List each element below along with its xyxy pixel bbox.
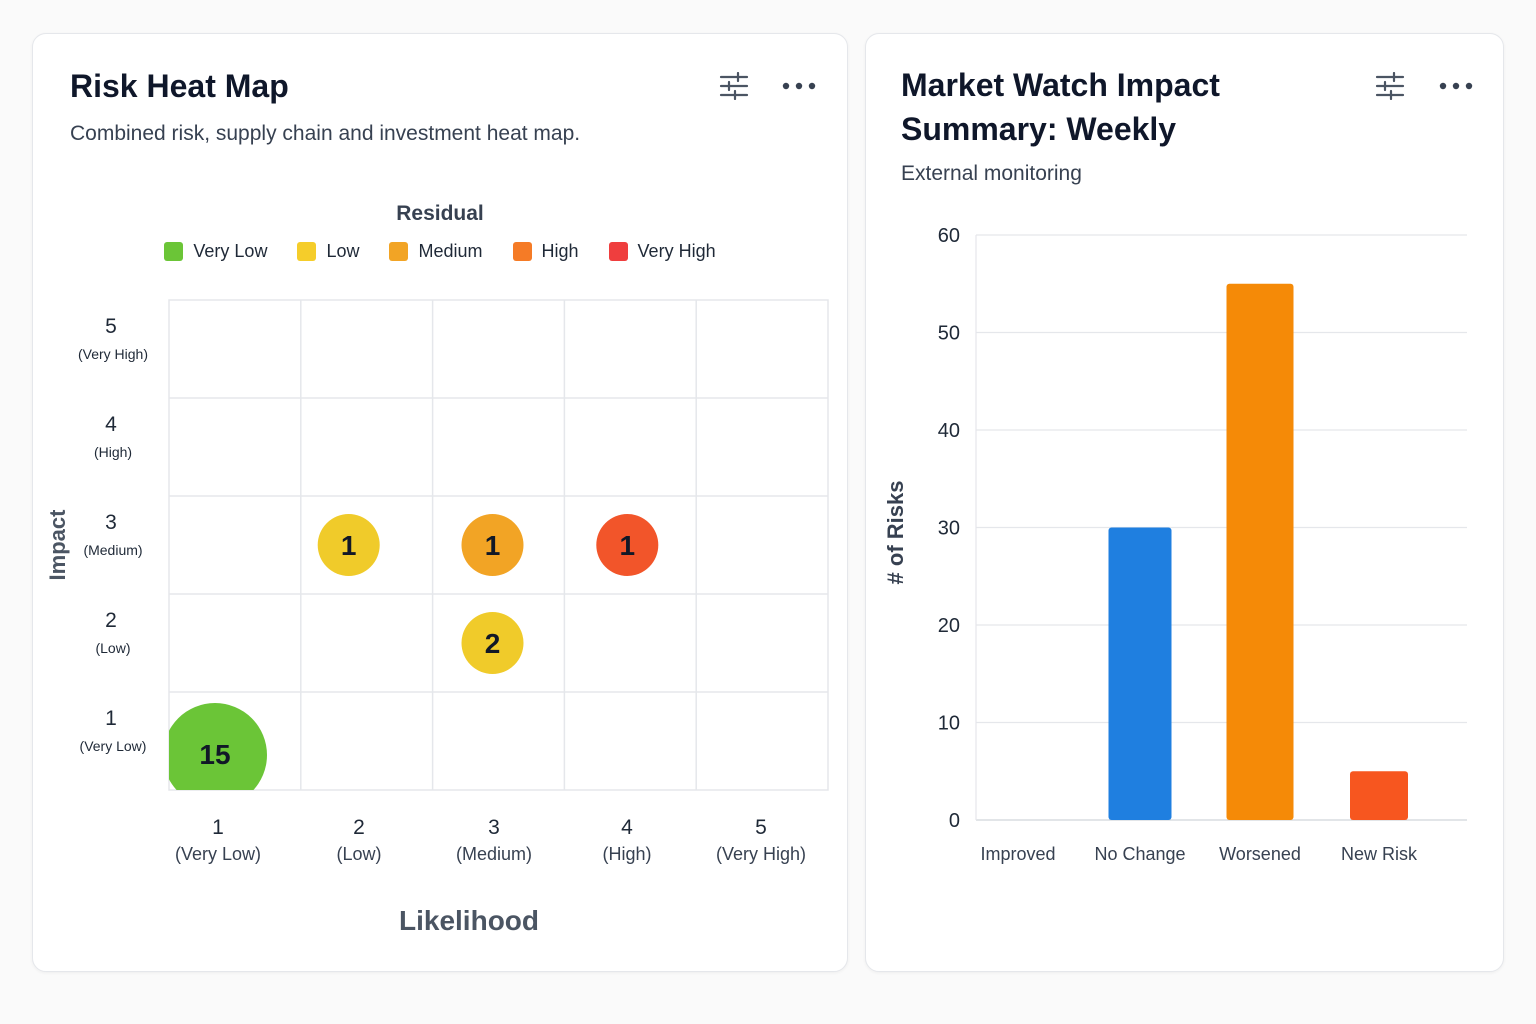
x-tick-number: 1 [212,816,224,839]
heatmap-bubble[interactable] [461,514,524,576]
card-title-line2: Summary: Weekly [901,111,1177,147]
y-tick-label: 40 [938,420,960,442]
legend-item-medium[interactable]: Medium [389,241,483,262]
legend-title: Residual [396,202,484,225]
legend-label: Low [326,241,360,261]
legend-swatch [608,242,628,261]
bar-no-change [1108,527,1172,820]
card-title: Risk Heat Map [70,68,289,104]
legend-label: Very Low [193,241,268,261]
heatmap-bubble[interactable] [461,612,524,674]
x-tick-label: No Change [1094,844,1185,864]
y-tick-label: 30 [938,518,960,540]
bubble-count: 15 [199,739,230,770]
bar-worsened [1226,283,1294,820]
heatmap-grid-border [168,299,829,791]
legend-swatch [512,242,532,261]
y-tick-number: 1 [105,707,117,730]
y-tick-label: (Medium) [83,542,142,558]
bubble-count: 1 [341,530,357,561]
card-subtitle: External monitoring [901,162,1082,185]
y-tick-label: 20 [938,615,960,637]
legend-label: Very High [637,241,716,261]
y-tick-number: 2 [105,609,117,632]
y-tick-number: 5 [105,315,117,338]
legend-item-very-low[interactable]: Very Low [164,241,267,262]
risk-heat-map-card: Risk Heat Map Combined risk, supply chai… [32,33,848,972]
x-tick-label: (Medium) [456,844,532,864]
y-axis-title: # of Risks [883,481,908,585]
x-tick-label: Improved [980,844,1055,864]
heatmap-bubble[interactable] [163,703,267,807]
x-tick-label: Worsened [1219,844,1301,864]
y-tick-label: 60 [938,225,960,247]
x-tick-label: (Very Low) [175,844,261,864]
sliders-icon[interactable] [1372,68,1408,104]
heatmap-legend: Very Low Low Medium High Very High [33,241,847,262]
card-subtitle: Combined risk, supply chain and investme… [70,122,581,145]
legend-item-high[interactable]: High [512,241,579,262]
x-tick-label: (High) [602,844,651,864]
x-tick-number: 3 [488,816,500,839]
x-tick-label: New Risk [1341,844,1418,864]
legend-item-low[interactable]: Low [297,241,359,262]
y-tick-label: 10 [938,713,960,735]
legend-swatch [164,242,184,261]
more-horizontal-icon[interactable] [781,68,817,104]
x-tick-number: 4 [621,816,633,839]
y-tick-number: 4 [105,413,117,436]
y-tick-label: (High) [94,444,132,460]
bubble-count: 1 [620,530,636,561]
card-title-line1: Market Watch Impact [901,67,1220,103]
legend-swatch [389,242,409,261]
bubble-count: 1 [485,530,501,561]
y-tick-label: (Low) [95,640,130,656]
legend-label: High [541,241,579,261]
y-tick-label: 50 [938,323,960,345]
heatmap-bubble[interactable] [596,514,659,576]
y-tick-label: (Very Low) [80,738,147,754]
x-axis-title: Likelihood [399,905,539,936]
heatmap-bubble[interactable] [317,514,380,576]
legend-swatch [297,242,317,261]
legend-label: Medium [418,241,483,261]
y-tick-label: 0 [949,810,960,832]
y-axis-title: Impact [45,509,70,581]
bubble-count: 2 [485,628,501,659]
market-watch-card: Market Watch Impact Summary: Weekly Exte… [865,33,1504,972]
legend-item-very-high[interactable]: Very High [608,241,716,262]
heatmap-plot: 1 (Very Low) 2 (Low) 3 (Medium) 4 (High) 5 (Very … [45,299,829,936]
y-tick-number: 3 [105,511,117,534]
x-tick-label: (Low) [336,844,381,864]
more-horizontal-icon[interactable] [1438,68,1474,104]
bar-chart-plot: 0 10 20 30 40 50 60 # of Risks Improved No Change… [883,225,1467,864]
x-tick-number: 2 [353,816,365,839]
heatmap-bubbles: 15 1 1 1 2 [163,514,659,807]
y-tick-label: (Very High) [78,346,148,362]
bar-new-risk [1350,771,1408,820]
x-tick-number: 5 [755,816,767,839]
sliders-icon[interactable] [716,68,752,104]
x-tick-label: (Very High) [716,844,806,864]
